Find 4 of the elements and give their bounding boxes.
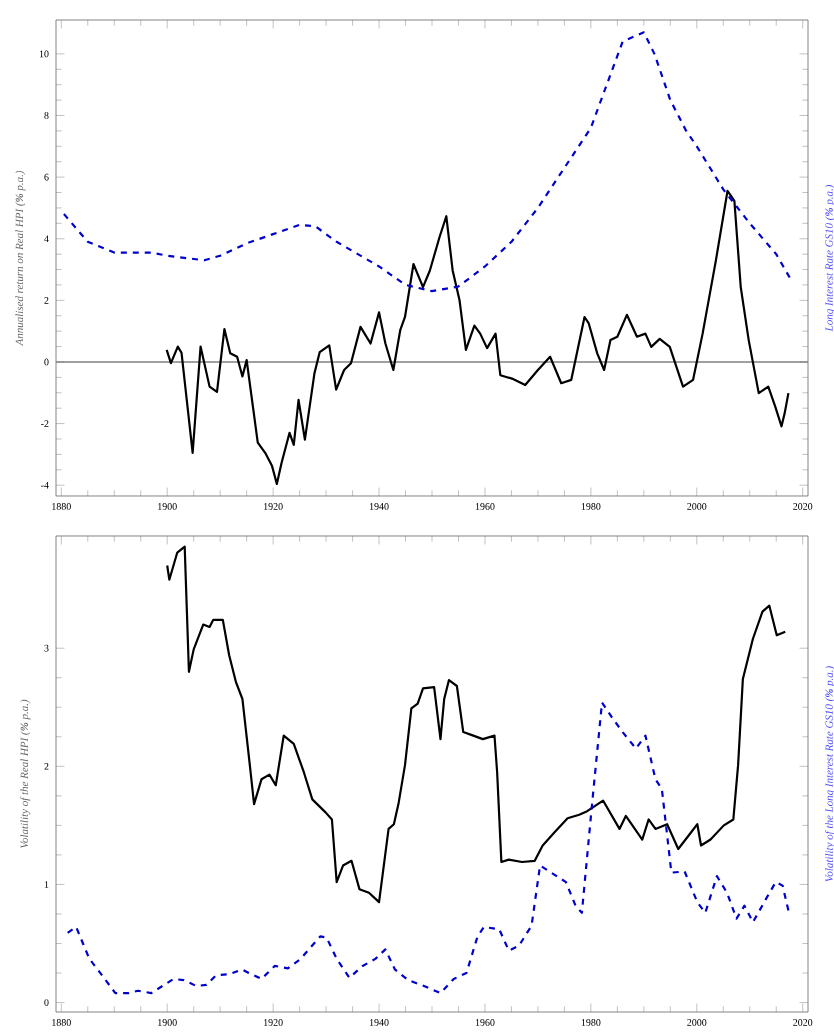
line-series: [62, 31, 794, 293]
line-series: [166, 545, 787, 904]
line-series: [165, 189, 790, 486]
line-series: [66, 701, 791, 995]
